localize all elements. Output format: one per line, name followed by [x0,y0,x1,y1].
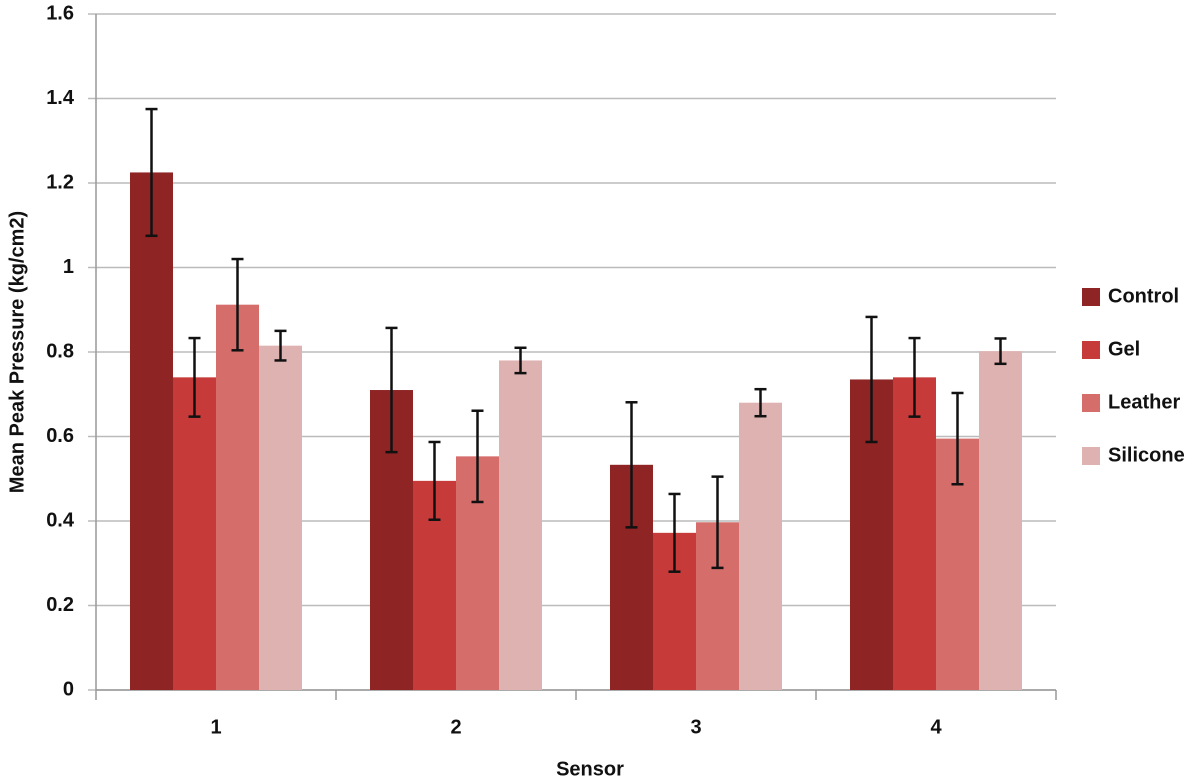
y-tick-label: 1 [63,256,74,278]
x-tick-label: 2 [450,716,461,738]
y-tick-label: 0.2 [46,594,74,616]
bar [499,360,542,690]
bar [259,345,302,690]
y-tick-label: 1.6 [46,2,74,24]
bar [739,402,782,690]
error-bar [668,492,681,573]
error-bar [145,107,158,238]
legend-label: Control [1108,285,1179,307]
error-bar [625,401,638,529]
y-tick-label: 0.8 [46,340,74,362]
error-bar [514,346,527,375]
bar [893,377,936,690]
x-axis-title: Sensor [556,758,624,780]
x-tick-label: 1 [210,716,221,738]
y-tick-label: 1.4 [46,87,75,109]
y-tick-label: 0.6 [46,425,74,447]
error-bar [994,337,1007,366]
error-bar [951,391,964,486]
y-axis-title: Mean Peak Pressure (kg/cm2) [6,211,28,493]
bar [979,351,1022,690]
error-bar [754,387,767,418]
legend-swatch [1082,288,1100,306]
error-bar [188,336,201,418]
legend-swatch [1082,394,1100,412]
legend-swatch [1082,341,1100,359]
legend-label: Silicone [1108,444,1185,466]
error-bar [385,326,398,454]
error-bar [471,409,484,504]
legend-label: Gel [1108,338,1140,360]
legend-label: Leather [1108,391,1180,413]
error-bar [865,315,878,444]
legend-swatch [1082,447,1100,465]
y-tick-label: 0 [63,678,74,700]
error-bar [274,329,287,362]
bar [216,304,259,690]
x-tick-label: 3 [690,716,701,738]
bar [130,172,173,690]
bar [173,377,216,690]
error-bar [908,336,921,418]
y-tick-label: 0.4 [46,509,75,531]
error-bar [711,475,724,570]
y-tick-label: 1.2 [46,171,74,193]
error-bar [231,257,244,352]
x-tick-label: 4 [930,716,942,738]
error-bar [428,440,441,521]
